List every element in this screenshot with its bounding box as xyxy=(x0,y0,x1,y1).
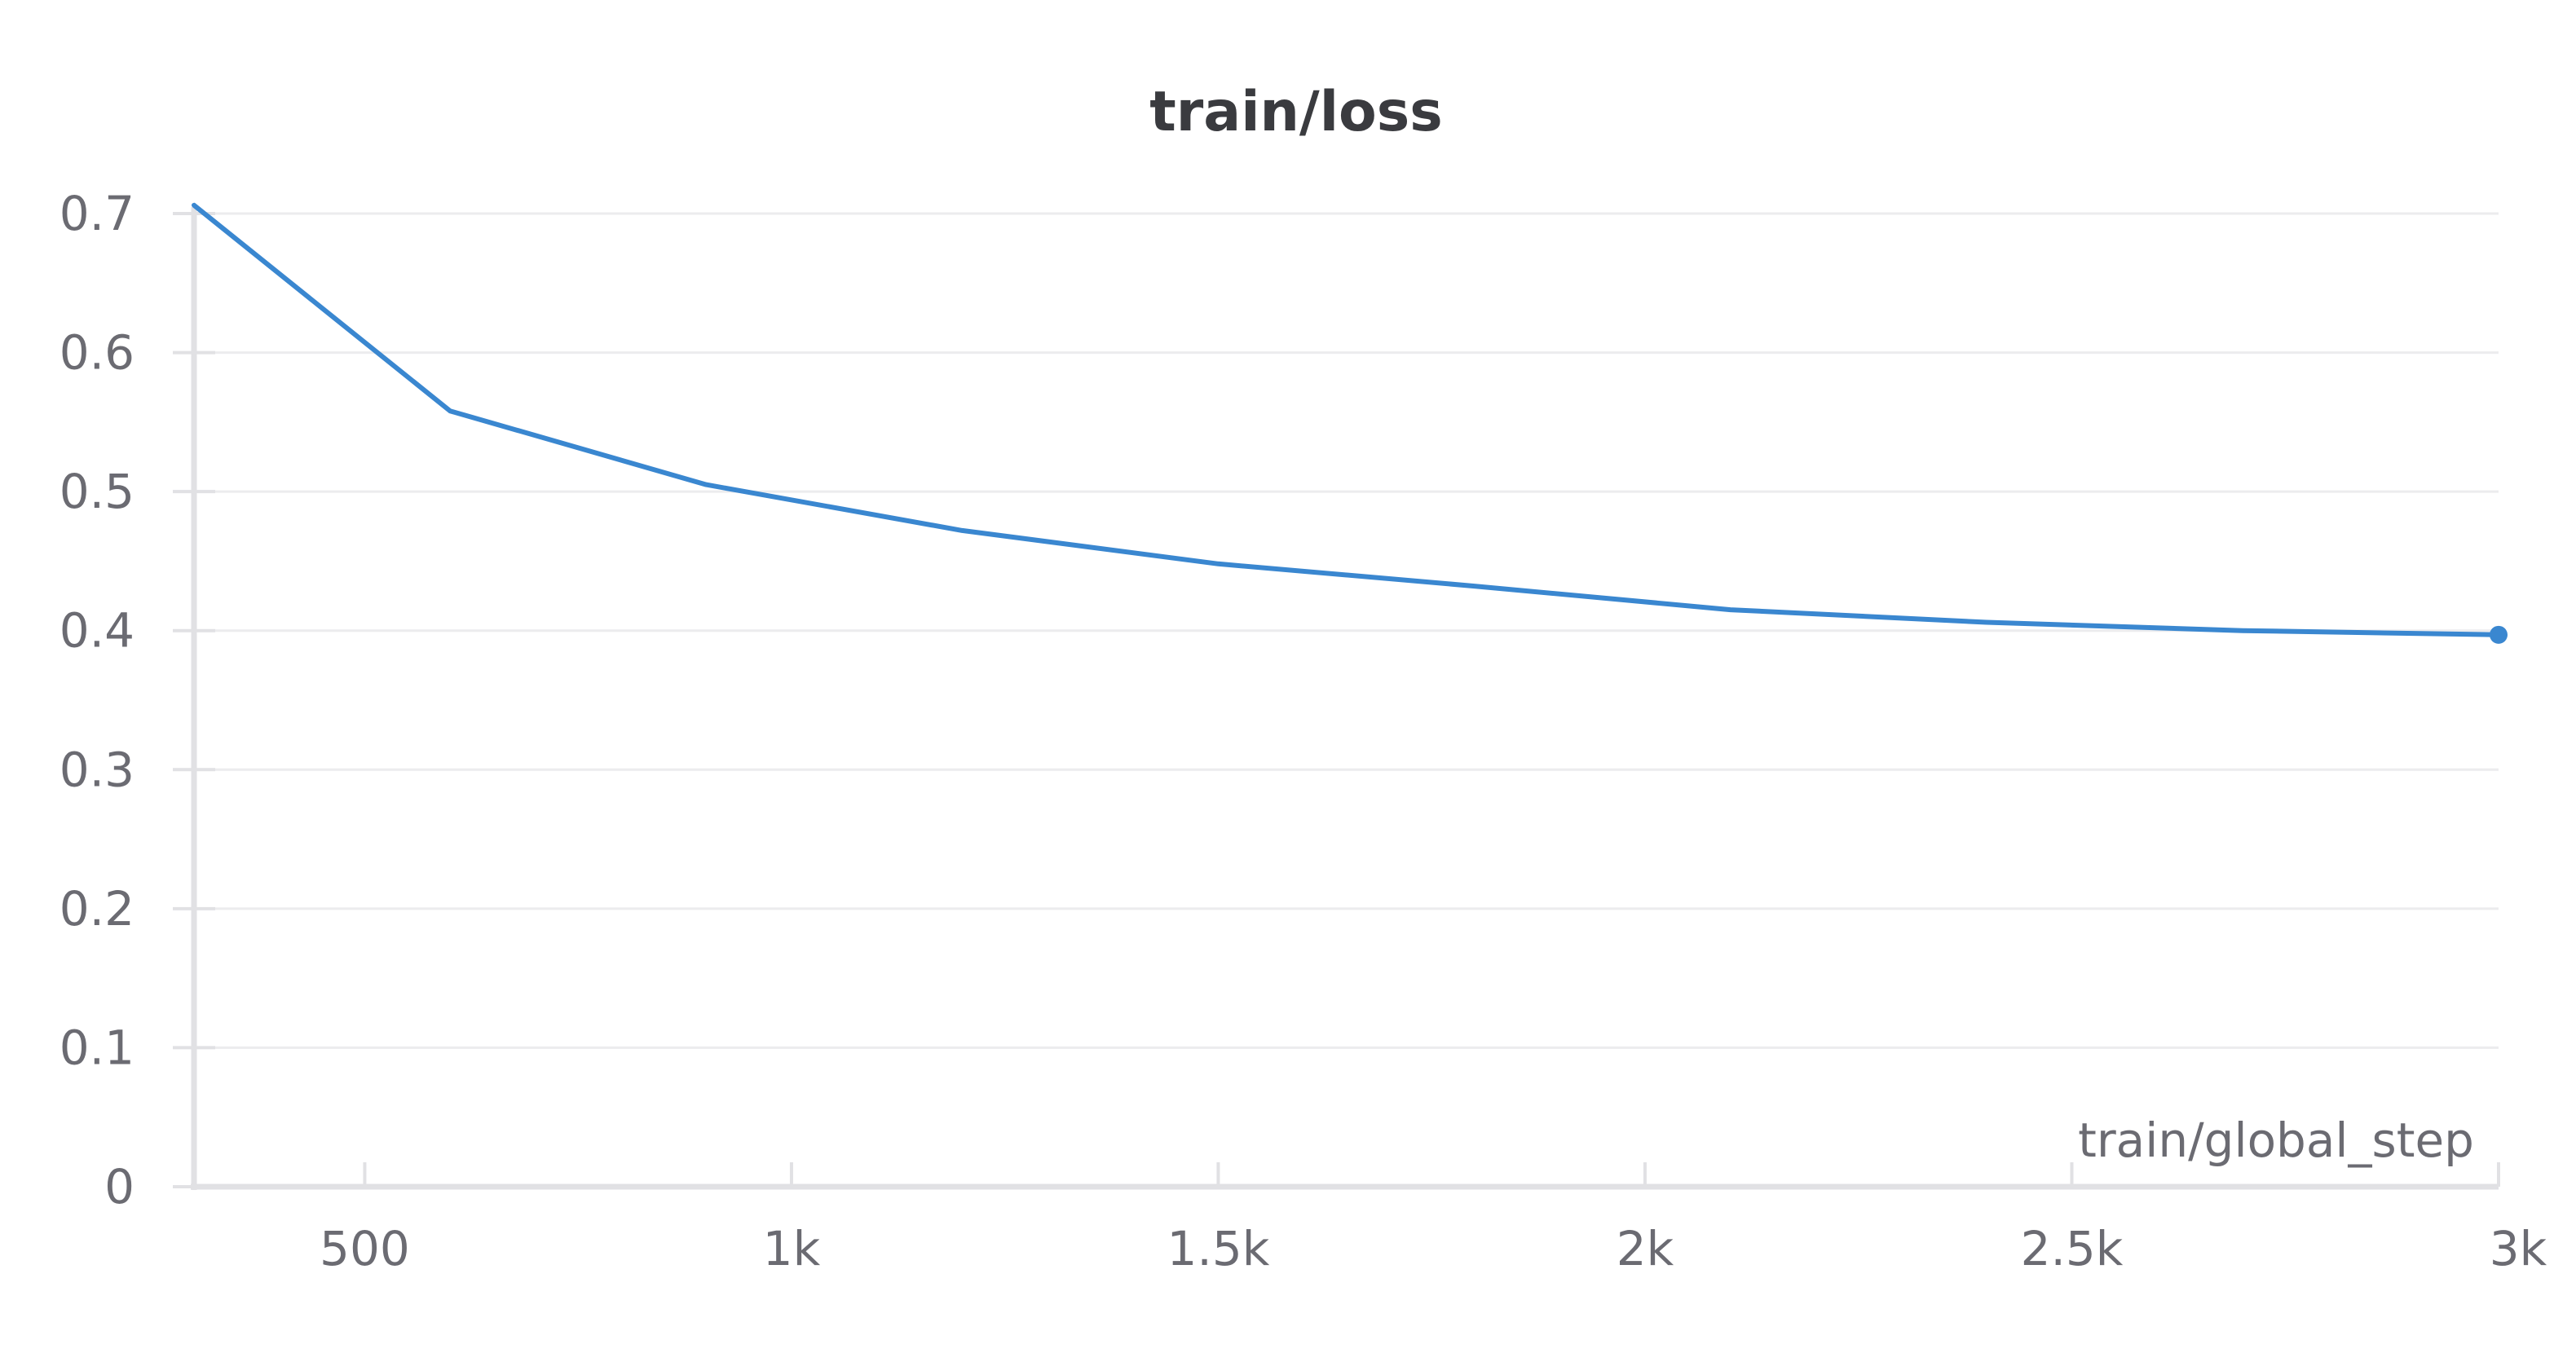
x-axis-label: train/global_step xyxy=(2078,1113,2474,1168)
x-tick-label: 2.5k xyxy=(2021,1221,2124,1276)
y-tick-label: 0.3 xyxy=(60,742,135,797)
x-tick-label: 500 xyxy=(320,1221,410,1276)
series-line xyxy=(192,202,2501,637)
series-group xyxy=(192,202,2508,644)
series-endpoint xyxy=(2490,625,2508,644)
x-tick-label: 2k xyxy=(1617,1221,1674,1276)
y-axis-ticks: 0 0.1 0.2 0.3 0.4 0.5 0.6 0.7 xyxy=(60,186,215,1214)
grid-lines xyxy=(194,212,2499,1049)
y-tick-label: 0.5 xyxy=(60,464,135,519)
y-tick-label: 0 xyxy=(104,1159,135,1214)
y-tick-label: 0.7 xyxy=(60,186,135,241)
y-tick-label: 0.2 xyxy=(60,881,135,937)
chart-title: train/loss xyxy=(1149,80,1442,144)
y-tick-label: 0.6 xyxy=(60,325,135,381)
x-axis-ticks: 500 1k 1.5k 2k 2.5k 3k xyxy=(320,1162,2547,1276)
y-tick-label: 0.1 xyxy=(60,1020,135,1075)
x-tick-label: 1.5k xyxy=(1167,1221,1270,1276)
y-tick-label: 0.4 xyxy=(60,603,135,659)
axes xyxy=(191,207,2499,1190)
x-tick-label: 1k xyxy=(763,1221,821,1276)
x-tick-label: 3k xyxy=(2490,1221,2547,1276)
